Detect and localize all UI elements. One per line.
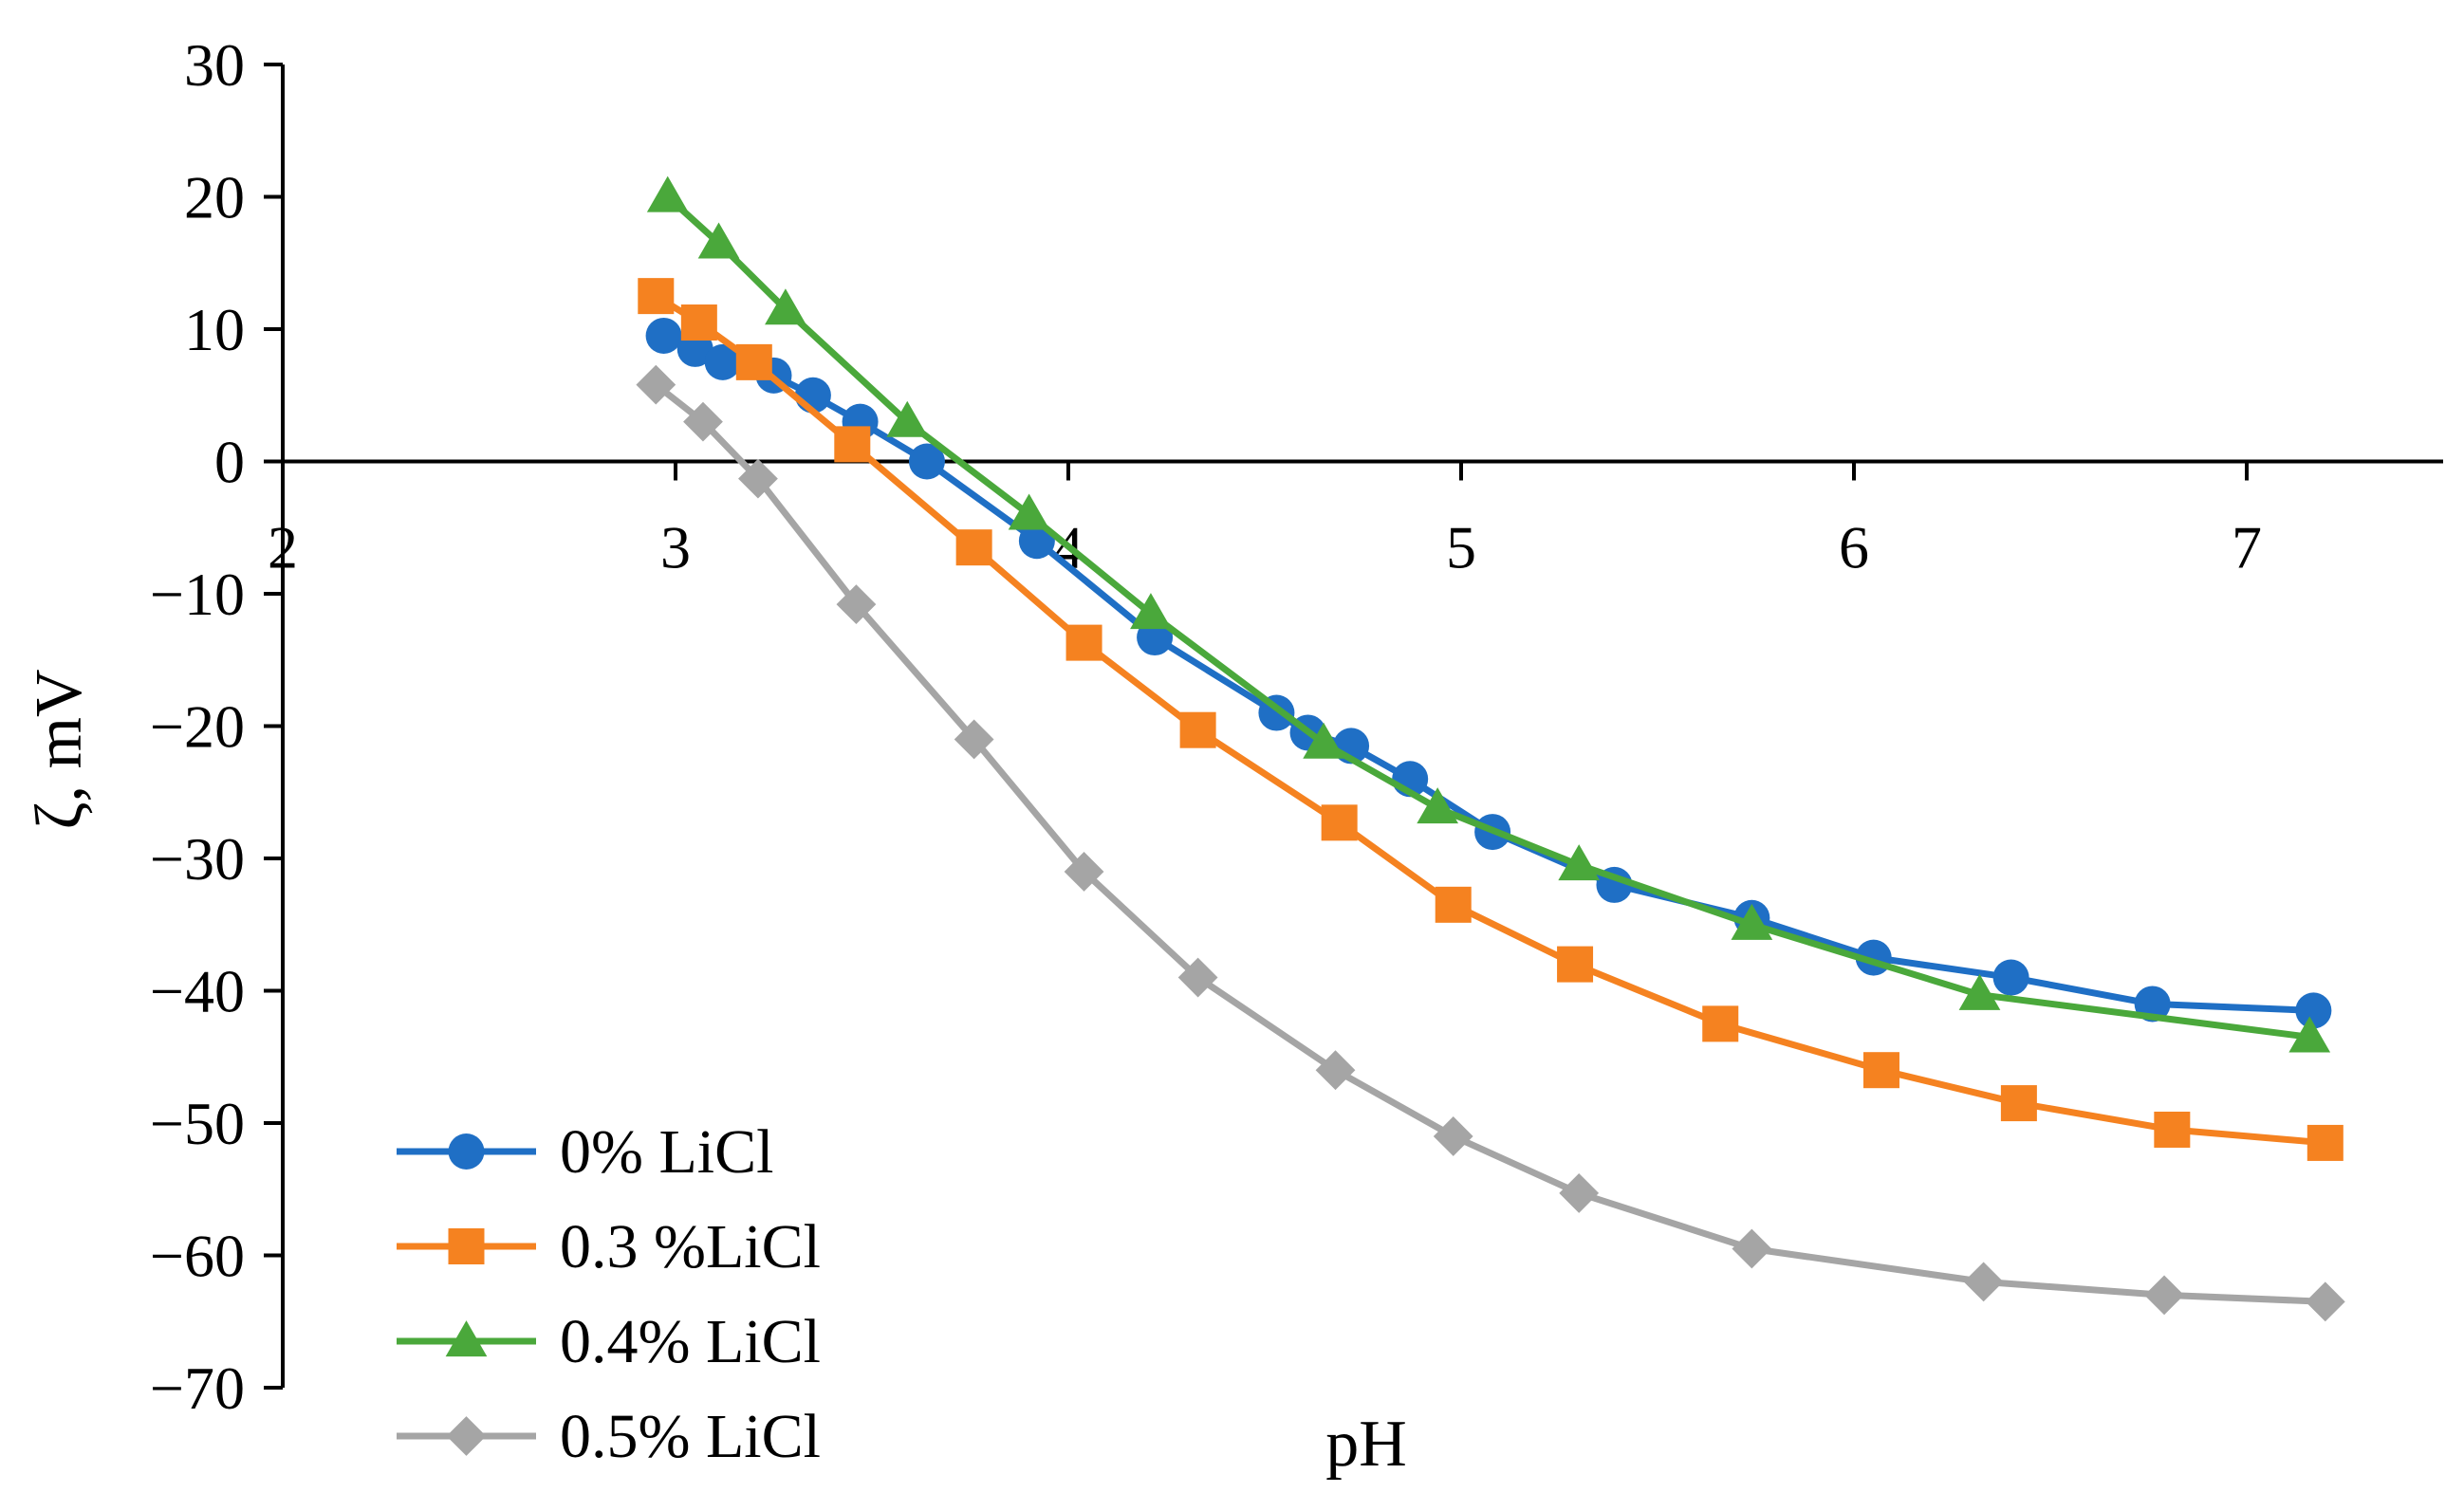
y-tick-label: −20 xyxy=(150,693,245,761)
data-point xyxy=(1179,711,1216,748)
y-tick-label: −30 xyxy=(150,825,245,893)
data-point xyxy=(1435,886,1472,923)
legend-label: 0.4% LiCl xyxy=(560,1307,821,1376)
y-tick-label: −60 xyxy=(150,1223,245,1290)
data-point xyxy=(1958,973,2001,1010)
data-point xyxy=(646,175,689,212)
data-point xyxy=(1559,1173,1600,1213)
data-point xyxy=(954,719,994,760)
series-0-5-licl xyxy=(636,364,2345,1322)
data-point xyxy=(1177,957,1218,998)
y-tick-label: 10 xyxy=(184,296,245,363)
data-point xyxy=(1731,903,1773,940)
data-point xyxy=(2295,992,2332,1029)
legend-entry: 0.4% LiCl xyxy=(397,1307,821,1376)
data-point xyxy=(2307,1124,2344,1161)
data-point xyxy=(638,278,675,315)
y-tick-label: 20 xyxy=(184,164,245,231)
data-point xyxy=(636,364,676,405)
data-point xyxy=(697,222,740,259)
x-tick-label: 3 xyxy=(660,514,691,581)
data-point xyxy=(1303,722,1344,759)
data-point xyxy=(1558,844,1601,881)
data-point xyxy=(2305,1281,2345,1322)
data-point xyxy=(908,443,945,480)
y-tick-label: −40 xyxy=(150,958,245,1025)
data-point xyxy=(2000,1085,2037,1122)
data-point xyxy=(886,400,929,437)
data-point xyxy=(704,343,741,380)
y-tick-label: −70 xyxy=(150,1354,245,1422)
legend-label: 0.5% LiCl xyxy=(560,1402,821,1471)
data-point xyxy=(1862,1052,1899,1089)
y-tick-label: −10 xyxy=(150,561,245,628)
data-point xyxy=(1065,624,1102,661)
y-tick-label: −50 xyxy=(150,1090,245,1157)
data-point xyxy=(735,343,772,380)
data-point xyxy=(955,529,992,566)
data-point xyxy=(1557,946,1594,983)
x-tick-label: 6 xyxy=(1839,514,1869,581)
data-point xyxy=(834,426,871,463)
x-tick-label: 5 xyxy=(1446,514,1476,581)
series-0-4-licl xyxy=(646,175,2331,1053)
data-point xyxy=(1064,852,1104,892)
x-tick-label: 7 xyxy=(2232,514,2262,581)
legend-entry: 0% LiCl xyxy=(397,1117,774,1187)
data-point xyxy=(1417,787,1459,824)
legend-label: 0.3 %LiCl xyxy=(560,1212,821,1281)
legend-label: 0% LiCl xyxy=(560,1117,774,1187)
data-point xyxy=(1130,593,1172,630)
series-layer xyxy=(636,175,2345,1322)
legend: 0% LiCl 0.3 %LiCl 0.4% LiCl 0.5% LiCl xyxy=(397,1117,821,1471)
axes xyxy=(264,63,2443,1390)
data-point xyxy=(1008,493,1050,530)
data-point xyxy=(1433,1116,1473,1156)
x-tick-label: 2 xyxy=(268,514,298,581)
data-point xyxy=(2288,1016,2331,1053)
data-point xyxy=(1992,959,2029,996)
data-point xyxy=(765,288,806,325)
series-line xyxy=(665,193,2310,1041)
data-point xyxy=(2154,1111,2191,1148)
data-point xyxy=(680,304,717,341)
legend-entry: 0.5% LiCl xyxy=(397,1402,821,1471)
series-line xyxy=(654,381,2325,1305)
data-point xyxy=(1321,804,1358,841)
data-point xyxy=(1702,1005,1739,1042)
data-point xyxy=(738,458,778,499)
y-axis-title: ζ, mV xyxy=(23,670,96,830)
x-axis-title: pH xyxy=(1325,1408,1407,1481)
series-0-3-licl xyxy=(638,278,2344,1161)
data-point xyxy=(2144,1275,2184,1316)
data-point xyxy=(836,584,877,625)
legend-marker xyxy=(448,1228,485,1264)
legend-marker xyxy=(445,1320,488,1357)
y-tick-label: 0 xyxy=(214,429,245,496)
data-point xyxy=(1963,1262,2004,1302)
y-tick-label: 30 xyxy=(184,31,245,99)
legend-marker xyxy=(448,1133,485,1170)
data-point xyxy=(1732,1228,1772,1269)
data-point xyxy=(1315,1050,1356,1091)
legend-entry: 0.3 %LiCl xyxy=(397,1212,821,1281)
data-point xyxy=(645,317,682,354)
data-point xyxy=(683,401,723,442)
legend-marker xyxy=(446,1416,487,1456)
